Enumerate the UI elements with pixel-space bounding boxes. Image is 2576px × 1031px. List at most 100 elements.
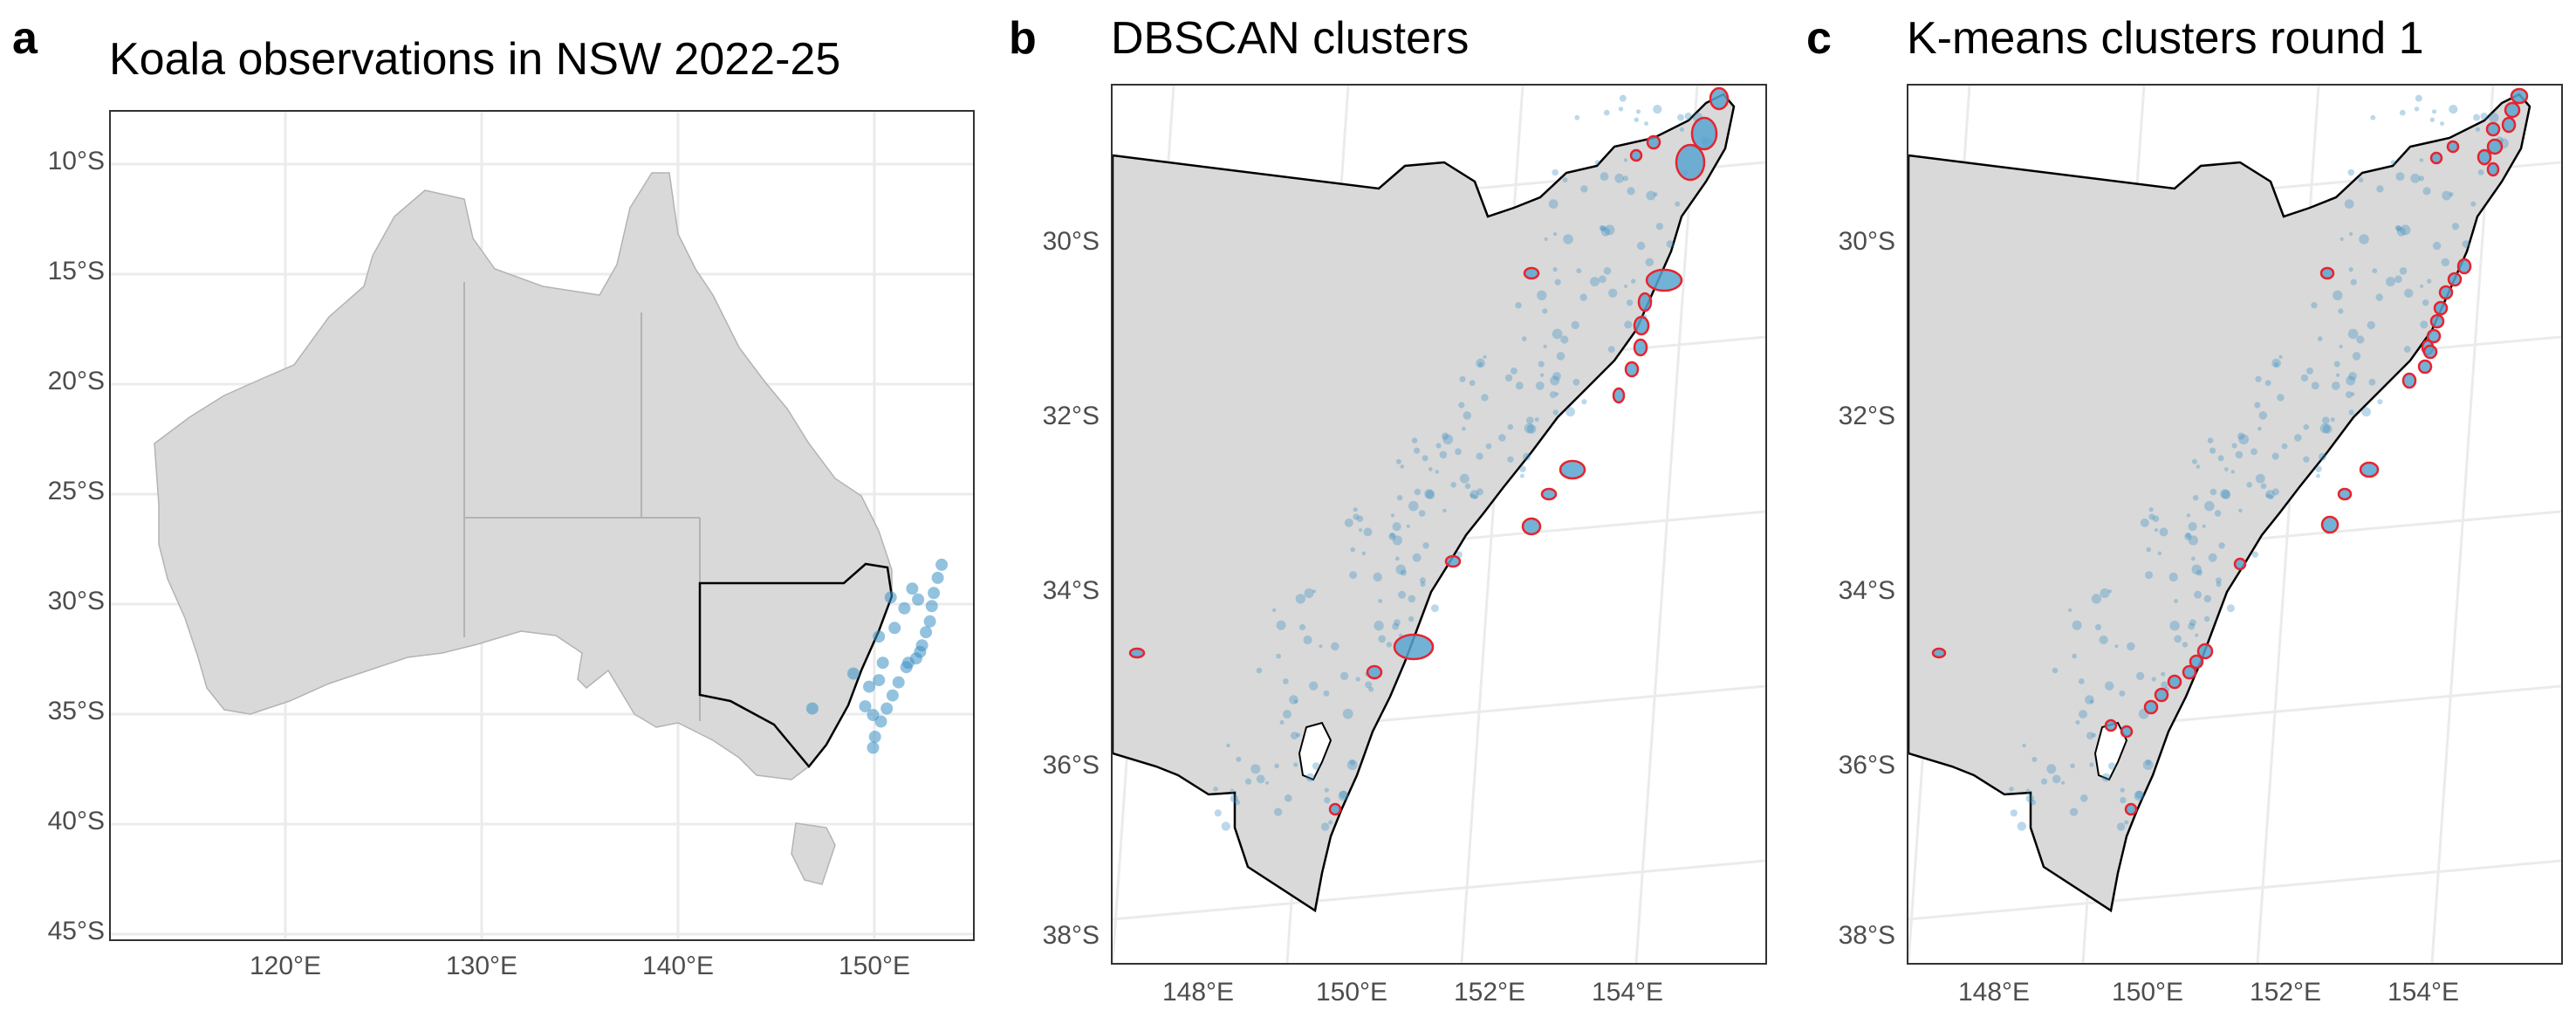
observation-point — [1408, 615, 1415, 622]
observation-point — [2376, 185, 2384, 193]
observation-point — [1442, 508, 1447, 513]
y-tick-label: 32°S — [1042, 402, 1100, 430]
observation-point — [2394, 225, 2401, 231]
cluster-polygon — [2429, 313, 2445, 329]
observation-point — [863, 680, 875, 693]
observation-point — [1419, 577, 1426, 584]
observation-point — [2105, 681, 2114, 691]
cluster-polygon — [2429, 151, 2443, 165]
observation-point — [2269, 494, 2273, 499]
observation-point — [2400, 224, 2411, 236]
observation-point — [931, 571, 944, 584]
observation-point — [2462, 240, 2470, 248]
observation-point — [1635, 109, 1641, 114]
x-tick-label: 140°E — [641, 952, 715, 980]
map-nsw-kmeans — [1907, 84, 2563, 965]
observation-point — [2477, 169, 2484, 175]
observation-point — [2188, 622, 2196, 630]
observation-point — [1323, 690, 1330, 697]
observation-point — [2418, 175, 2424, 182]
observation-point — [2414, 107, 2420, 112]
observation-point — [1408, 500, 1419, 512]
observation-point — [2255, 473, 2265, 484]
observation-point — [1565, 407, 1575, 417]
observation-point — [1388, 533, 1396, 540]
observation-point — [2203, 615, 2210, 622]
observation-point — [2258, 411, 2268, 420]
observation-point — [1645, 258, 1655, 267]
observation-point — [2404, 288, 2414, 298]
observation-point — [1425, 490, 1435, 499]
cluster-polygon — [1633, 315, 1650, 336]
observation-points — [2009, 94, 2509, 831]
observation-point — [2370, 114, 2376, 120]
observation-point — [2124, 820, 2129, 825]
cluster-polygon — [2426, 328, 2442, 344]
observation-point — [2157, 551, 2162, 556]
observation-point — [2154, 528, 2159, 533]
observation-point — [923, 615, 936, 628]
observation-point — [2480, 113, 2488, 120]
observation-point — [2188, 535, 2198, 546]
observation-point — [1634, 117, 1639, 122]
observation-point — [1295, 594, 1306, 604]
observation-point — [1378, 599, 1382, 603]
observation-point — [2223, 467, 2229, 471]
observation-point — [1339, 790, 1347, 799]
observation-point — [898, 601, 911, 615]
observation-point — [1256, 667, 1263, 674]
observation-point — [2075, 720, 2080, 725]
observation-point — [1353, 513, 1360, 520]
y-tick-label: 45°S — [47, 917, 105, 945]
observation-point — [1245, 778, 1252, 785]
observation-point — [2231, 443, 2237, 449]
observation-point — [1571, 320, 1579, 330]
observation-point — [2375, 293, 2383, 301]
observation-point — [1442, 434, 1454, 445]
observation-point — [2092, 732, 2097, 738]
y-tick-label: 32°S — [1838, 402, 1895, 430]
observation-point — [1485, 443, 1492, 450]
observation-point — [1394, 619, 1401, 627]
y-tick-label: 15°S — [47, 257, 105, 285]
cluster-polygon — [2196, 643, 2214, 660]
observation-point — [2188, 522, 2197, 532]
observation-point — [2352, 352, 2361, 361]
observation-point — [1510, 367, 1518, 375]
observation-point — [920, 626, 933, 639]
observation-point — [2251, 448, 2257, 456]
observation-point — [1392, 535, 1402, 546]
observation-point — [2127, 642, 2135, 651]
observation-point — [2202, 524, 2206, 528]
observation-point — [1552, 372, 1561, 381]
panel-title: DBSCAN clusters — [1111, 13, 1470, 64]
tasmania — [791, 822, 836, 885]
cluster-polygon — [2501, 116, 2517, 134]
observation-point — [2204, 500, 2215, 512]
observation-point — [2190, 556, 2196, 561]
observation-point — [1576, 268, 1582, 274]
x-tick-label: 152°E — [1453, 978, 1526, 1007]
observation-point — [1481, 394, 1489, 402]
observation-point — [1519, 465, 1526, 472]
panel-letter: c — [1806, 13, 1832, 64]
observation-point — [880, 702, 894, 715]
observation-point — [2192, 495, 2199, 501]
observation-point — [1418, 510, 1426, 517]
y-tick-label: 10°S — [47, 147, 105, 175]
observation-point — [914, 645, 927, 658]
observation-point — [2116, 822, 2126, 831]
observation-point — [1274, 763, 1279, 769]
cluster-polygon — [2104, 718, 2118, 732]
cluster-polygon — [2359, 461, 2380, 478]
observation-point — [1542, 308, 1548, 314]
observation-point — [2338, 308, 2344, 314]
observation-point — [1349, 760, 1356, 766]
observation-point — [1524, 423, 1535, 434]
observation-point — [2372, 268, 2378, 274]
observation-points — [805, 558, 949, 754]
observation-point — [1655, 223, 1663, 230]
observation-point — [1624, 284, 1628, 288]
observation-point — [2101, 773, 2111, 782]
observation-point — [1473, 494, 1477, 499]
